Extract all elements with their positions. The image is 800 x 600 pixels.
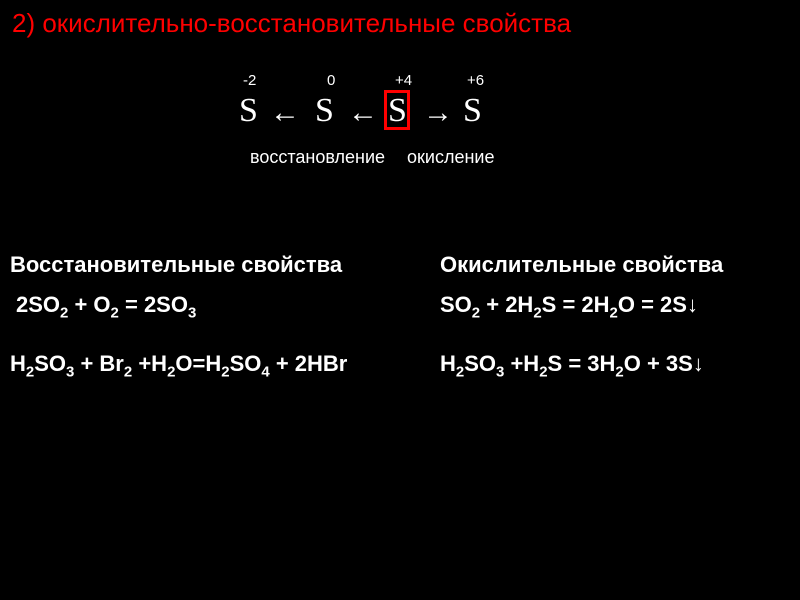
ox-state-0: -2 xyxy=(243,72,256,89)
oxidizing-eq-1: SO2 + 2H2S = 2H2O = 2S↓ xyxy=(440,292,790,321)
symbol-row: S ← S ← S → S xyxy=(235,92,565,142)
reducing-title: Восстановительные свойства xyxy=(10,252,400,278)
oxidation-states-row: -2 0 +4 +6 xyxy=(235,72,565,92)
caption-oxidation: окисление xyxy=(407,147,494,168)
sym-s-3: S xyxy=(463,92,482,130)
oxidation-diagram: -2 0 +4 +6 S ← S ← S → S восстановление … xyxy=(235,72,565,182)
oxidizing-column: Окислительные свойства SO2 + 2H2S = 2H2O… xyxy=(400,252,790,411)
arrow-0: ← xyxy=(270,96,300,130)
reducing-eq-2: H2SO3 + Br2 +H2O=H2SO4 + 2HBr xyxy=(10,351,400,380)
oxidizing-eq-2: H2SO3 +H2S = 3H2O + 3S↓ xyxy=(440,351,790,380)
arrow-1: ← xyxy=(348,96,378,130)
caption-row: восстановление окисление xyxy=(235,147,565,173)
reducing-column: Восстановительные свойства 2SO2 + O2 = 2… xyxy=(10,252,400,411)
sym-s-1: S xyxy=(315,92,334,130)
sym-s-0: S xyxy=(239,92,258,130)
ox-state-1: 0 xyxy=(327,72,335,89)
reducing-eq-1: 2SO2 + O2 = 2SO3 xyxy=(10,292,400,321)
ox-state-2: +4 xyxy=(395,72,412,89)
section-header: 2) окислительно-восстановительные свойст… xyxy=(0,0,800,47)
properties-columns: Восстановительные свойства 2SO2 + O2 = 2… xyxy=(0,252,800,411)
highlight-box xyxy=(384,90,410,130)
ox-state-3: +6 xyxy=(467,72,484,89)
arrow-2: → xyxy=(423,96,453,130)
oxidizing-title: Окислительные свойства xyxy=(440,252,790,278)
caption-reduction: восстановление xyxy=(250,147,385,168)
diagram-container: -2 0 +4 +6 S ← S ← S → S восстановление … xyxy=(0,72,800,182)
